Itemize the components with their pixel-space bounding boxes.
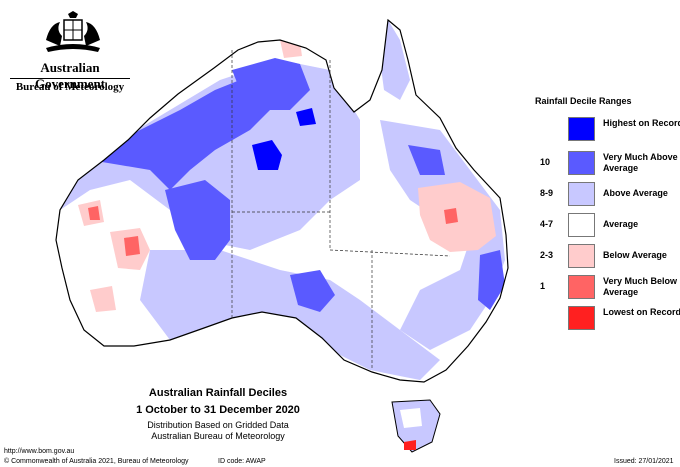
legend-code: 8-9 — [540, 188, 554, 198]
map-period: 1 October to 31 December 2020 — [136, 404, 300, 416]
legend-label: Very Much Below Average — [603, 276, 678, 297]
legend-item-lowest: Lowest on Record — [540, 304, 680, 334]
website-link[interactable]: http://www.bom.gov.au — [4, 448, 75, 455]
legend-item-average: 4-7 Average — [540, 211, 675, 241]
very-much-above-region-gulf — [408, 145, 445, 175]
agency-title: Bureau of Meteorology — [15, 81, 125, 93]
very-much-below-region-wa — [124, 236, 140, 256]
legend-swatch — [568, 151, 595, 175]
tasmania-average-patch — [400, 408, 422, 428]
legend-code: 1 — [540, 281, 546, 291]
very-much-above-region-kimberley — [90, 80, 270, 190]
above-average-region-east — [380, 120, 505, 350]
highest-on-record-region-2 — [296, 108, 316, 126]
below-average-region-sw — [90, 286, 116, 312]
map-source: Australian Bureau of Meteorology — [151, 431, 285, 441]
very-much-above-region-nsw-coast — [478, 250, 505, 310]
legend-swatch — [568, 117, 595, 141]
tasmania-red-patch — [404, 440, 416, 450]
map-title: Australian Rainfall Deciles — [148, 387, 288, 399]
legend-item-highest: Highest on Record — [540, 115, 680, 145]
coat-of-arms-icon — [46, 11, 100, 52]
decile-regions — [60, 20, 505, 380]
legend-label: Lowest on Record — [603, 307, 680, 317]
above-average-region-capeyork — [380, 20, 410, 100]
legend-item-very-much-above: 10 Very Much Above Average — [540, 149, 678, 179]
above-average-region-central — [140, 250, 360, 340]
legend-item-below-average: 2-3 Below Average — [540, 242, 675, 272]
legend-item-very-much-below: 1 Very Much Below Average — [540, 273, 677, 303]
copyright-text: © Commonwealth of Australia 2021, Bureau… — [4, 458, 189, 465]
legend-code: 2-3 — [540, 250, 554, 260]
map-subtitle: Distribution Based on Gridded Data — [147, 420, 289, 430]
government-title: Australian Government — [34, 60, 106, 91]
legend-label: Average — [603, 219, 639, 229]
very-much-above-region-tanami — [165, 180, 230, 260]
above-average-region-south — [300, 300, 440, 380]
legend-label: Below Average — [603, 250, 667, 260]
state-borders — [231, 50, 451, 368]
very-much-above-region-arnhem — [232, 58, 310, 110]
legend-label: Highest on Record — [603, 118, 680, 128]
legend-swatch — [568, 213, 595, 237]
very-much-above-region-sa — [290, 270, 335, 312]
legend-label: Above Average — [603, 188, 668, 198]
legend-swatch — [568, 244, 595, 268]
legend-label: Very Much Above Average — [603, 152, 678, 173]
legend-swatch — [568, 306, 595, 330]
legend-swatch — [568, 275, 595, 299]
id-code: ID code: AWAP — [218, 458, 266, 465]
legend-code: 10 — [540, 157, 551, 167]
very-much-below-region-wa-2 — [88, 206, 100, 220]
issued-date: Issued: 27/01/2021 — [614, 458, 674, 465]
legend-title: Rainfall Decile Ranges — [535, 96, 632, 106]
legend-item-above-average: 8-9 Above Average — [540, 180, 675, 210]
australia-rainfall-map — [55, 19, 509, 453]
legend-swatch — [568, 182, 595, 206]
header-divider — [10, 78, 130, 79]
very-much-below-region-qld — [444, 208, 458, 224]
highest-on-record-region — [252, 140, 282, 170]
legend-code: 4-7 — [540, 219, 554, 229]
